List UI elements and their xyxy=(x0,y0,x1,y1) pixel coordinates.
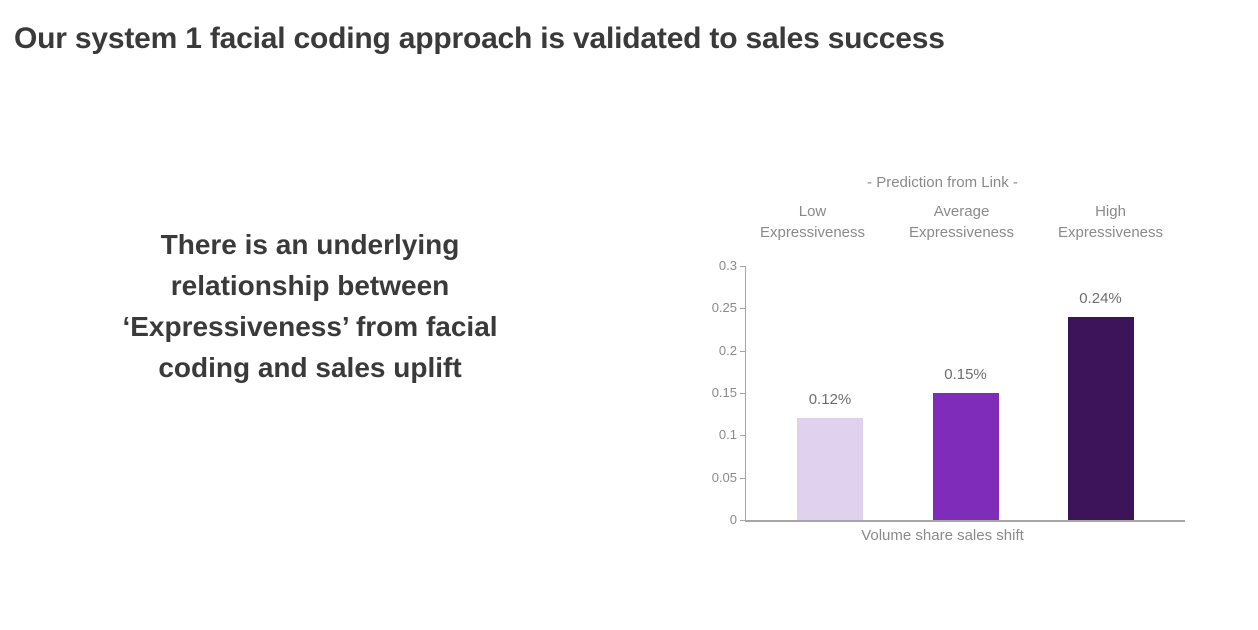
bar xyxy=(1067,316,1134,520)
x-axis-label: Volume share sales shift xyxy=(861,527,1024,544)
category-label-high: High Expressiveness xyxy=(1057,203,1164,241)
bar-chart: - Prediction from Link - Low Expressiven… xyxy=(700,170,1185,570)
bar-value-label: 0.15% xyxy=(944,366,987,383)
key-statement-line: ‘Expressiveness’ from facial xyxy=(122,311,498,342)
y-tick-label: 0.3 xyxy=(718,258,737,273)
bar xyxy=(932,393,999,520)
bar-value-label: 0.24% xyxy=(1079,289,1122,307)
y-tick-mark xyxy=(740,308,745,310)
category-label-average: Average Expressiveness xyxy=(908,203,1015,241)
slide-title: Our system 1 facial coding approach is v… xyxy=(14,22,945,55)
category-labels-row: Low Expressiveness Average Expressivenes… xyxy=(738,201,1185,243)
bar xyxy=(797,418,863,520)
y-tick-label: 0.1 xyxy=(718,427,737,443)
y-axis-line xyxy=(745,266,746,520)
y-tick-mark xyxy=(740,477,745,479)
y-tick-mark xyxy=(740,350,745,352)
key-statement-line: relationship between xyxy=(170,270,450,301)
key-statement-line: There is an underlying xyxy=(160,229,460,260)
y-tick-label: 0.2 xyxy=(718,342,737,358)
y-tick-mark xyxy=(740,266,745,267)
y-tick-mark xyxy=(740,393,745,394)
y-tick-label: 0.15 xyxy=(711,385,737,400)
y-tick-mark xyxy=(740,520,745,521)
y-tick-mark xyxy=(740,435,745,437)
plot-area: 0 0.05 0.1 0.15 0.2 0.25 0.3 0.12% 0.15% 0.24% xyxy=(700,170,1185,570)
y-tick-label: 0.25 xyxy=(711,300,737,316)
bar-value-label: 0.12% xyxy=(808,391,852,409)
y-tick-label: 0.05 xyxy=(711,469,737,485)
key-statement: There is an underlying relationship betw… xyxy=(60,224,560,388)
key-statement-line: coding and sales uplift xyxy=(158,352,462,383)
chart-title: - Prediction from Link - xyxy=(867,174,1018,191)
y-tick-label: 0 xyxy=(729,512,737,527)
x-axis-line xyxy=(745,520,1185,522)
category-label-low: Low Expressiveness xyxy=(759,203,866,241)
